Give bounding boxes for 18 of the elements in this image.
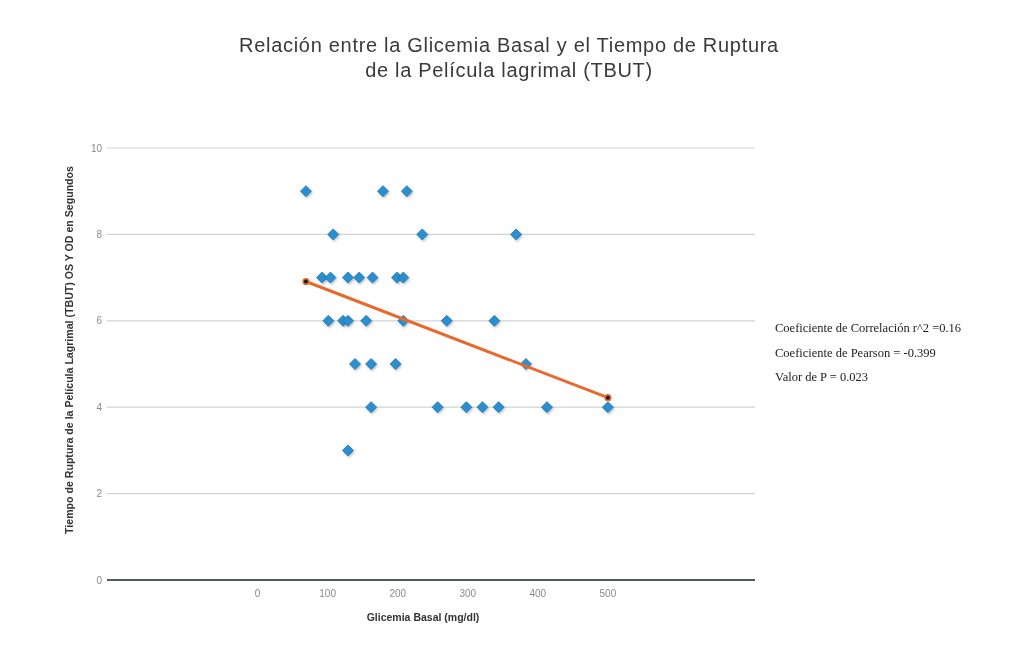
text: Coeficiente de Correlación r^2 =0.16 <box>775 321 962 335</box>
x-tick-label: 200 <box>389 588 407 599</box>
y-tick-label: 6 <box>96 315 103 327</box>
x-axis-title: Glicemia Basal (mg/dl) <box>366 611 480 623</box>
x-tick-label: 100 <box>319 588 337 599</box>
chart-title: Relación entre la Glicemia Basal y el Tiempo de Ruptura de la Película lagrimal (TBUT) <box>239 34 780 81</box>
x-tick-label: 0 <box>254 588 261 599</box>
y-tick-label: 4 <box>96 401 103 413</box>
x-tick-label: 500 <box>599 588 617 599</box>
y-tick-label: 2 <box>96 488 103 500</box>
y-axis-title: Tiempo de Ruptura de la Película Lagrimal (TBUT) OS Y OD en Segundos <box>63 165 75 534</box>
y-tick-label: 10 <box>90 142 103 154</box>
x-tick-label: 400 <box>529 588 547 599</box>
text: Coeficiente de Pearson = -0.399 <box>775 345 936 360</box>
y-tick-label: 0 <box>96 574 103 586</box>
y-tick-label: 8 <box>96 228 103 240</box>
text: Valor de P = 0.023 <box>775 370 869 384</box>
x-tick-label: 300 <box>459 588 477 599</box>
